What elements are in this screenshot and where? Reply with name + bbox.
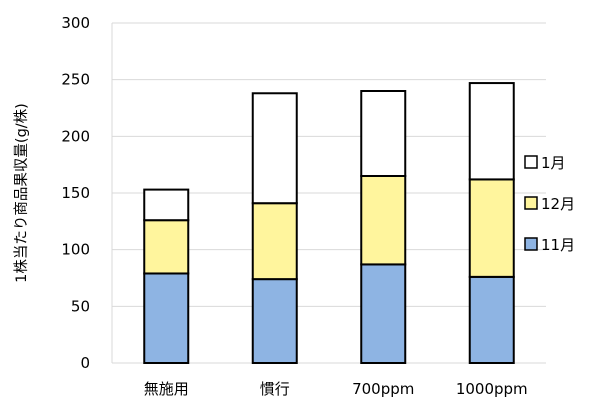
- x-category-label: 1000ppm: [456, 380, 528, 398]
- bar-segment: [143, 219, 190, 275]
- y-axis-label: 1株当たり商品果収量(g/株): [13, 103, 30, 283]
- x-category-labels: 無施用 慣行 700ppm 1000ppm: [144, 380, 528, 398]
- x-category-label: 慣行: [260, 380, 290, 398]
- legend-swatch: [524, 237, 538, 251]
- bar-segment: [251, 278, 298, 364]
- x-category-label: 無施用: [144, 380, 189, 398]
- legend: 1月 12月 11月: [524, 154, 575, 254]
- legend-swatch: [524, 155, 538, 169]
- bar-segment: [468, 275, 515, 364]
- legend-label: 12月: [541, 195, 575, 213]
- y-tick-label: 200: [61, 127, 90, 145]
- legend-label: 11月: [541, 236, 575, 254]
- bar-segment: [468, 82, 515, 181]
- y-tick-label: 0: [80, 354, 90, 372]
- bar-segment: [251, 92, 298, 205]
- bar-segment: [251, 202, 298, 281]
- bar-segment: [360, 263, 407, 364]
- bar-segment: [360, 175, 407, 266]
- y-tick-label: 250: [61, 71, 90, 89]
- legend-label: 1月: [541, 154, 566, 172]
- y-tick-label: 100: [61, 241, 90, 259]
- bars: [143, 82, 515, 365]
- bar-segment: [360, 90, 407, 177]
- legend-swatch: [524, 196, 538, 210]
- y-tick-label: 50: [71, 297, 90, 315]
- y-tick-labels: 0 50 100 150 200 250 300: [61, 14, 90, 372]
- bar-segment: [143, 188, 190, 222]
- bar-segment: [468, 178, 515, 278]
- x-category-label: 700ppm: [352, 380, 414, 398]
- y-tick-label: 150: [61, 184, 90, 202]
- y-tick-label: 300: [61, 14, 90, 32]
- bar-segment: [143, 272, 190, 365]
